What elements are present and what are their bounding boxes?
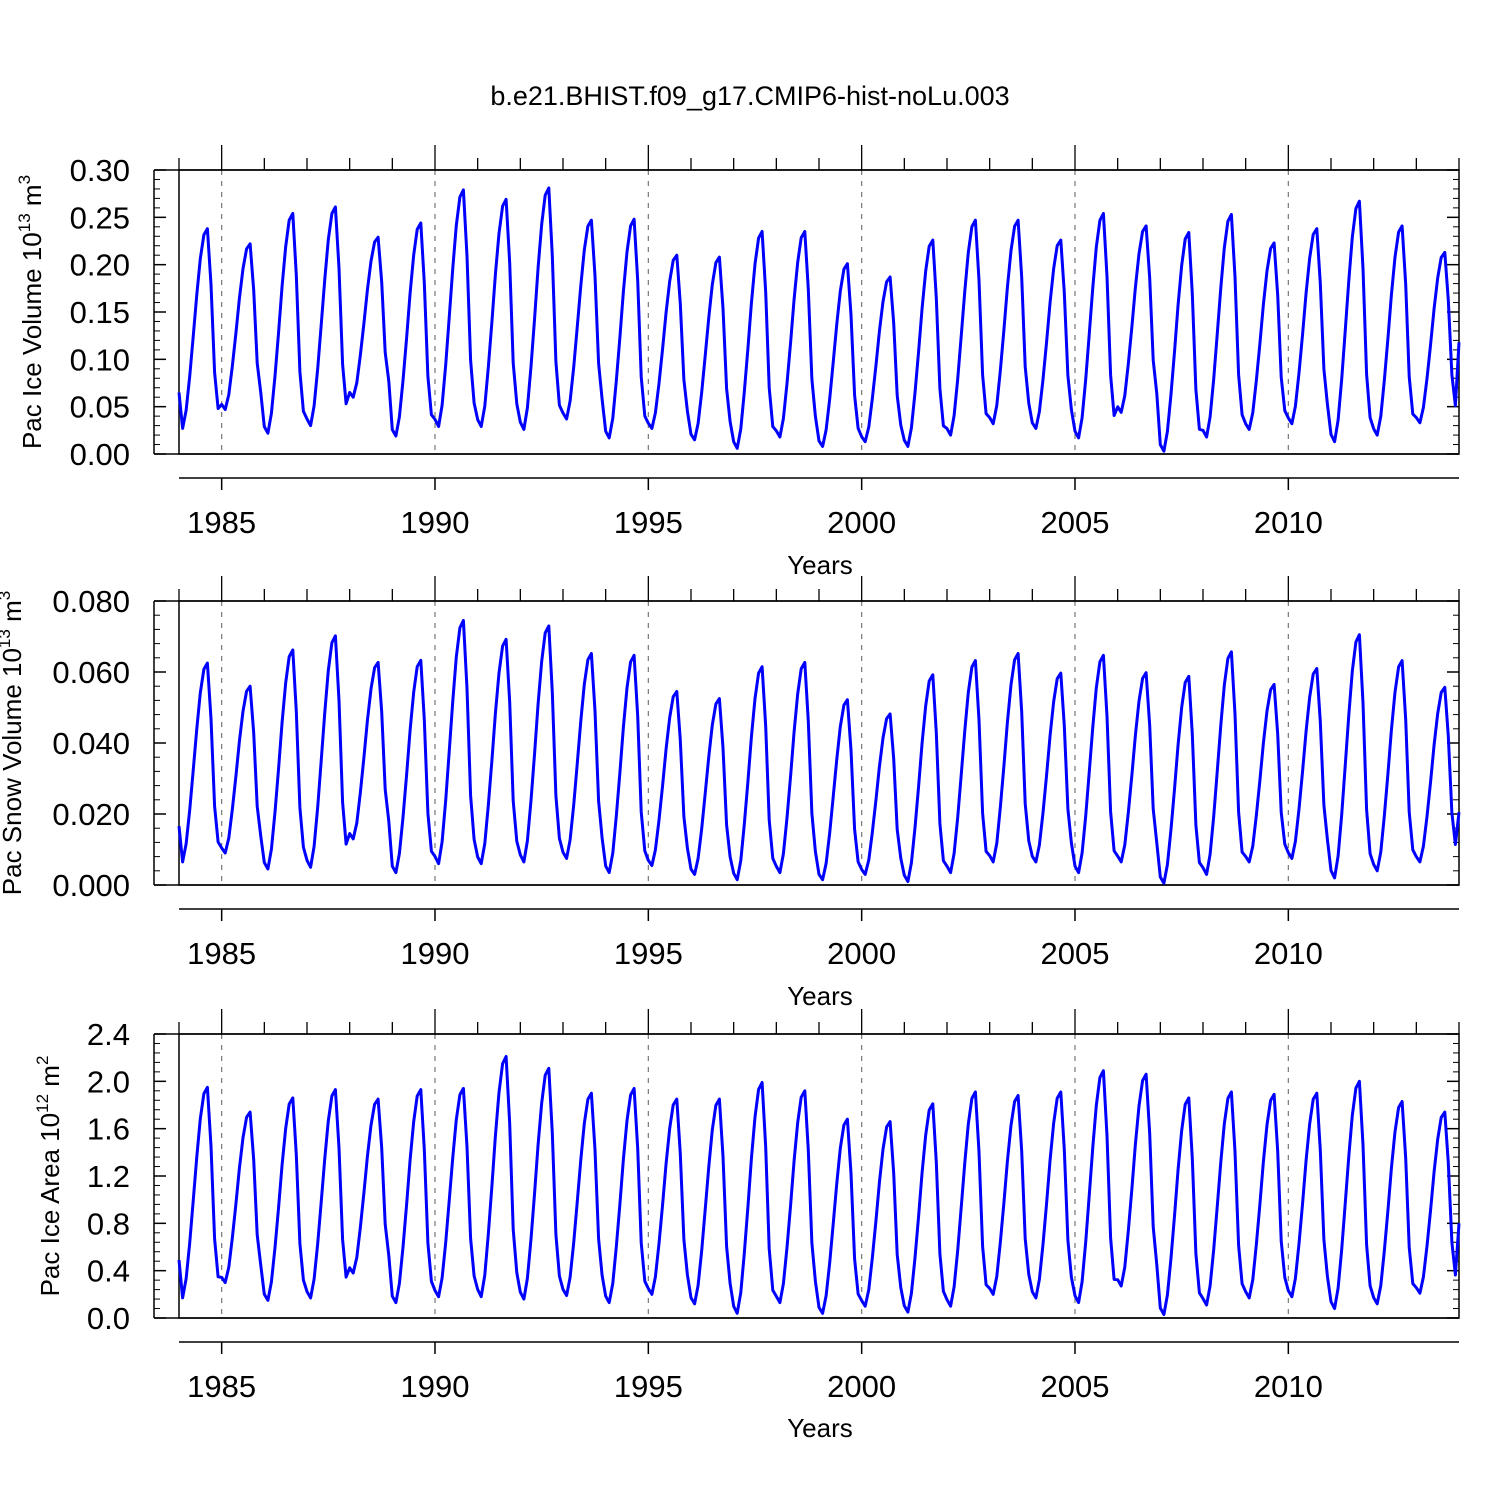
ice-volume-ytick-label: 0.10 — [70, 342, 130, 377]
ice-area-ytick-label: 2.0 — [87, 1064, 130, 1099]
ice-volume-ytick-label: 0.00 — [70, 437, 130, 472]
snow-volume-ytick-label: 0.080 — [52, 584, 130, 619]
ice-volume-ylabel: Pac Ice Volume 1013 m3 — [15, 175, 47, 449]
snow-volume-series-line — [177, 619, 1461, 885]
ice-volume-ytick-label: 0.15 — [70, 295, 130, 330]
ice-volume-ytick-label: 0.20 — [70, 248, 130, 283]
snow-volume-ytick-label: 0.060 — [52, 655, 130, 690]
ice-volume-xtick-label: 2000 — [827, 505, 896, 540]
ice-area-ytick-label: 1.2 — [87, 1159, 130, 1194]
snow-volume-ylabel: Pac Snow Volume 1013 m3 — [0, 591, 27, 895]
ice-area-xlabel: Years — [787, 1413, 853, 1443]
ice-area-xtick-label: 1995 — [614, 1369, 683, 1404]
ice-area-xtick-label: 2000 — [827, 1369, 896, 1404]
ice-volume-xtick-label: 2010 — [1254, 505, 1323, 540]
ice-volume-series-line — [177, 186, 1461, 453]
ice-area-xtick-label: 2005 — [1041, 1369, 1110, 1404]
ice-area-ytick-label: 1.6 — [87, 1112, 130, 1147]
ice-area-xtick-label: 1990 — [401, 1369, 470, 1404]
ice-area-ytick-label: 2.4 — [87, 1017, 130, 1052]
ice-volume-xlabel: Years — [787, 550, 853, 580]
ice-area-xtick-label: 1985 — [187, 1369, 256, 1404]
ice-area-series-line — [177, 1055, 1461, 1316]
ice-area-ylabel: Pac Ice Area 1012 m2 — [33, 1056, 65, 1297]
ice-volume-ytick-label: 0.05 — [70, 390, 130, 425]
ice-volume-ytick-label: 0.30 — [70, 153, 130, 188]
snow-volume-xtick-label: 1995 — [614, 936, 683, 971]
ice-volume-xtick-label: 1995 — [614, 505, 683, 540]
ice-volume-panel: Pac Ice Volume 1013 m3 Years 0.00 0.05 0.1… — [15, 145, 1461, 580]
ice-volume-plot-frame — [178, 169, 1460, 455]
snow-volume-xtick-label: 1990 — [401, 936, 470, 971]
ice-volume-xtick-label: 2005 — [1041, 505, 1110, 540]
ice-area-ytick-label: 0.8 — [87, 1206, 130, 1241]
ice-area-panel: Pac Ice Area 1012 m2 Years 0.0 0.4 0.8 1.2 1… — [33, 1009, 1461, 1443]
snow-volume-panel: Pac Snow Volume 1013 m3 Years 0.000 0.020… — [0, 576, 1461, 1011]
ice-area-ytick-label: 0.4 — [87, 1254, 130, 1289]
snow-volume-ytick-label: 0.000 — [52, 868, 130, 903]
ice-volume-ytick-label: 0.25 — [70, 200, 130, 235]
ice-volume-xtick-label: 1985 — [187, 505, 256, 540]
snow-volume-ytick-label: 0.040 — [52, 726, 130, 761]
ice-area-ytick-label: 0.0 — [87, 1301, 130, 1336]
snow-volume-xtick-label: 2010 — [1254, 936, 1323, 971]
ice-area-xtick-label: 2010 — [1254, 1369, 1323, 1404]
snow-volume-ytick-label: 0.020 — [52, 797, 130, 832]
snow-volume-xtick-label: 2000 — [827, 936, 896, 971]
snow-volume-xtick-label: 2005 — [1041, 936, 1110, 971]
ice-volume-xtick-label: 1990 — [401, 505, 470, 540]
snow-volume-xtick-label: 1985 — [187, 936, 256, 971]
snow-volume-xlabel: Years — [787, 981, 853, 1011]
figure-title: b.e21.BHIST.f09_g17.CMIP6-hist-noLu.003 — [490, 81, 1009, 111]
ice-area-plot-frame — [178, 1033, 1460, 1319]
snow-volume-plot-frame — [178, 600, 1460, 886]
